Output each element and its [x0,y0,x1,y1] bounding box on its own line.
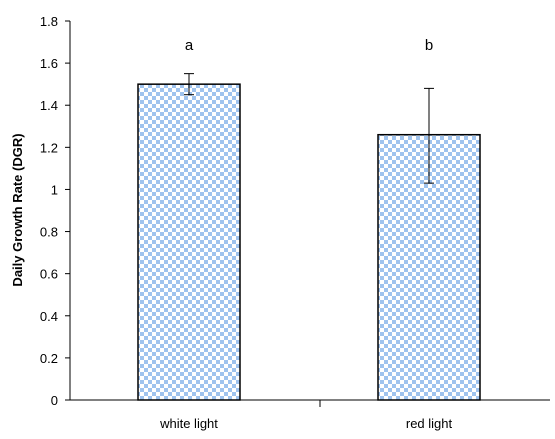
y-axis-ticks: 0 0.2 0.4 0.6 0.8 1 1.2 1.4 1.6 1.8 [40,14,70,408]
significance-letter: a [185,37,194,54]
y-tick-label: 1.4 [40,98,58,113]
significance-letter: b [425,37,433,54]
y-axis-label: Daily Growth Rate (DGR) [10,133,25,286]
x-category-label: white light [159,416,218,431]
y-tick-label: 0.6 [40,267,58,282]
y-tick-label: 1 [51,182,58,197]
x-axis-categories: white light red light [159,416,452,431]
y-tick-label: 1.8 [40,14,58,29]
y-tick-label: 0.2 [40,351,58,366]
x-category-label: red light [406,416,453,431]
y-tick-label: 1.2 [40,140,58,155]
bar-0 [137,83,241,401]
error-bars [184,73,434,184]
y-tick-label: 0.4 [40,309,58,324]
y-tick-label: 1.6 [40,56,58,71]
y-tick-label: 0 [51,393,58,408]
y-tick-label: 0.8 [40,225,58,240]
